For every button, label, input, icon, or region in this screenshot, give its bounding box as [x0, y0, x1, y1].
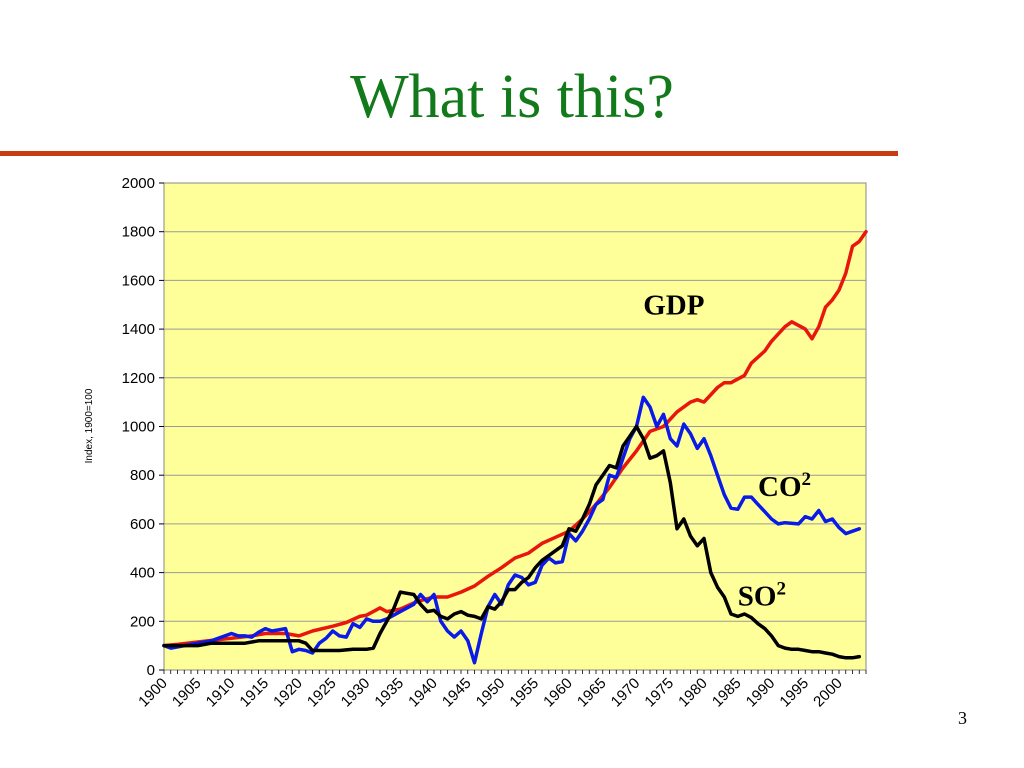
y-tick-label: 1000 [122, 419, 155, 436]
x-tick-label: 1930 [338, 675, 374, 711]
x-tick-label: 1985 [709, 675, 745, 711]
x-tick-label: 1980 [675, 675, 711, 711]
x-axis: 1900190519101915192019251930193519401945… [135, 670, 867, 711]
x-tick-label: 1970 [608, 675, 644, 711]
series-label-gdp: GDP [643, 289, 704, 321]
y-axis-label: Index, 1900=100 [84, 388, 95, 463]
slide-title: What is this? [350, 63, 674, 131]
x-tick-label: 1940 [405, 675, 441, 711]
x-tick-label: 1910 [203, 675, 239, 711]
y-tick-label: 1600 [122, 272, 155, 289]
series-line-gdp [162, 229, 868, 648]
x-tick-label: 1955 [506, 675, 542, 711]
gridlines [164, 231, 866, 622]
x-tick-label: 1915 [236, 675, 272, 711]
y-tick-label: 1200 [122, 370, 155, 387]
x-tick-label: 1965 [574, 675, 610, 711]
y-axis: 0 200 400 600 800 1000 1200 1400 1600 1800 2000 [122, 175, 164, 679]
series-lines [162, 229, 868, 665]
y-tick-label: 0 [147, 662, 155, 679]
title-rule [0, 151, 898, 156]
x-tick-label: 1920 [270, 675, 306, 711]
y-tick-label: 200 [130, 613, 155, 630]
page-number: 3 [958, 708, 967, 728]
series-line-so [162, 424, 862, 660]
x-tick-label: 1990 [743, 675, 779, 711]
x-tick-label: 1900 [135, 675, 171, 711]
y-tick-label: 1400 [122, 321, 155, 338]
x-tick-label: 1995 [776, 675, 812, 711]
x-tick-label: 1960 [540, 675, 576, 711]
x-tick-label: 1975 [641, 675, 677, 711]
x-tick-label: 1950 [473, 675, 509, 711]
x-tick-label: 1905 [169, 675, 205, 711]
x-tick-label: 1935 [371, 675, 407, 711]
x-tick-label: 2000 [810, 675, 846, 711]
y-tick-label: 400 [130, 565, 155, 582]
x-tick-label: 1945 [439, 675, 475, 711]
y-tick-label: 1800 [122, 224, 155, 241]
y-tick-label: 2000 [122, 175, 155, 192]
y-tick-label: 800 [130, 467, 155, 484]
x-tick-label: 1925 [304, 675, 340, 711]
series-line-co [162, 395, 862, 665]
y-tick-label: 600 [130, 516, 155, 533]
